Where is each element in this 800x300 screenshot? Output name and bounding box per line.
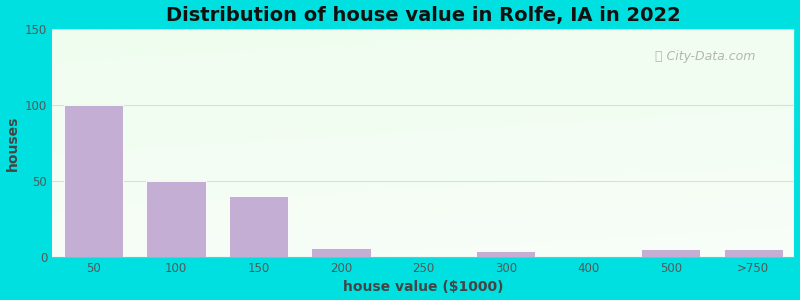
- Title: Distribution of house value in Rolfe, IA in 2022: Distribution of house value in Rolfe, IA…: [166, 6, 681, 25]
- X-axis label: house value ($1000): house value ($1000): [343, 280, 503, 294]
- Y-axis label: houses: houses: [6, 115, 19, 171]
- Bar: [64, 105, 123, 257]
- Bar: [311, 248, 370, 257]
- Bar: [146, 181, 206, 257]
- Bar: [723, 249, 783, 257]
- Bar: [641, 249, 701, 257]
- Bar: [229, 196, 288, 257]
- Text: ⓘ City-Data.com: ⓘ City-Data.com: [655, 50, 755, 63]
- Bar: [476, 251, 535, 257]
